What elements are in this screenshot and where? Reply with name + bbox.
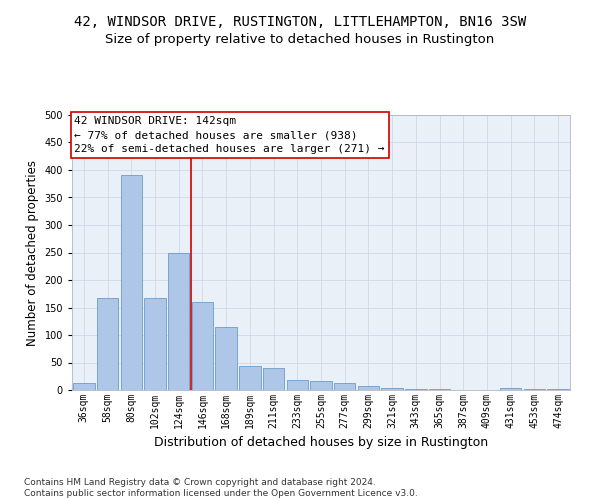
Bar: [192, 302, 213, 390]
Bar: [310, 381, 332, 390]
Bar: [263, 368, 284, 390]
Text: 42 WINDSOR DRIVE: 142sqm
← 77% of detached houses are smaller (938)
22% of semi-: 42 WINDSOR DRIVE: 142sqm ← 77% of detach…: [74, 116, 385, 154]
Bar: [239, 366, 260, 390]
Bar: [405, 389, 427, 390]
Bar: [73, 384, 95, 390]
Bar: [168, 252, 190, 390]
Bar: [287, 380, 308, 390]
Bar: [145, 298, 166, 390]
Bar: [500, 388, 521, 390]
Bar: [358, 386, 379, 390]
Text: Size of property relative to detached houses in Rustington: Size of property relative to detached ho…: [106, 32, 494, 46]
Bar: [382, 388, 403, 390]
Y-axis label: Number of detached properties: Number of detached properties: [26, 160, 39, 346]
X-axis label: Distribution of detached houses by size in Rustington: Distribution of detached houses by size …: [154, 436, 488, 450]
Bar: [334, 383, 355, 390]
Text: 42, WINDSOR DRIVE, RUSTINGTON, LITTLEHAMPTON, BN16 3SW: 42, WINDSOR DRIVE, RUSTINGTON, LITTLEHAM…: [74, 15, 526, 29]
Bar: [215, 327, 237, 390]
Text: Contains HM Land Registry data © Crown copyright and database right 2024.
Contai: Contains HM Land Registry data © Crown c…: [24, 478, 418, 498]
Bar: [97, 298, 118, 390]
Bar: [121, 176, 142, 390]
